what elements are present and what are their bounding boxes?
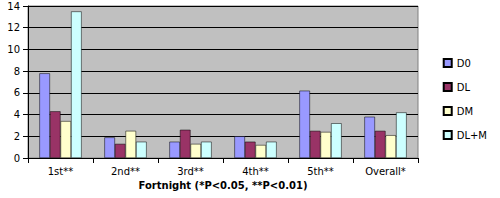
svg-text:2: 2 bbox=[14, 131, 20, 142]
svg-text:Overall*: Overall* bbox=[365, 166, 406, 177]
svg-text:6: 6 bbox=[14, 87, 20, 98]
svg-text:8: 8 bbox=[14, 66, 20, 77]
svg-text:DM: DM bbox=[457, 106, 473, 117]
svg-text:5th**: 5th** bbox=[307, 166, 334, 177]
svg-text:DL: DL bbox=[457, 82, 471, 93]
svg-text:DL+M: DL+M bbox=[457, 130, 487, 141]
svg-text:D0: D0 bbox=[457, 58, 471, 69]
svg-text:2nd**: 2nd** bbox=[111, 166, 140, 177]
svg-text:Fortnight (*P<0.05, **P<0.01): Fortnight (*P<0.05, **P<0.01) bbox=[139, 180, 308, 191]
svg-text:0: 0 bbox=[14, 153, 20, 164]
svg-text:10: 10 bbox=[7, 44, 20, 55]
svg-text:14: 14 bbox=[7, 1, 20, 12]
svg-text:1st**: 1st** bbox=[48, 166, 74, 177]
svg-text:12: 12 bbox=[7, 22, 20, 33]
svg-text:4th**: 4th** bbox=[242, 166, 269, 177]
svg-text:3rd**: 3rd** bbox=[177, 166, 204, 177]
svg-text:4: 4 bbox=[14, 109, 20, 120]
